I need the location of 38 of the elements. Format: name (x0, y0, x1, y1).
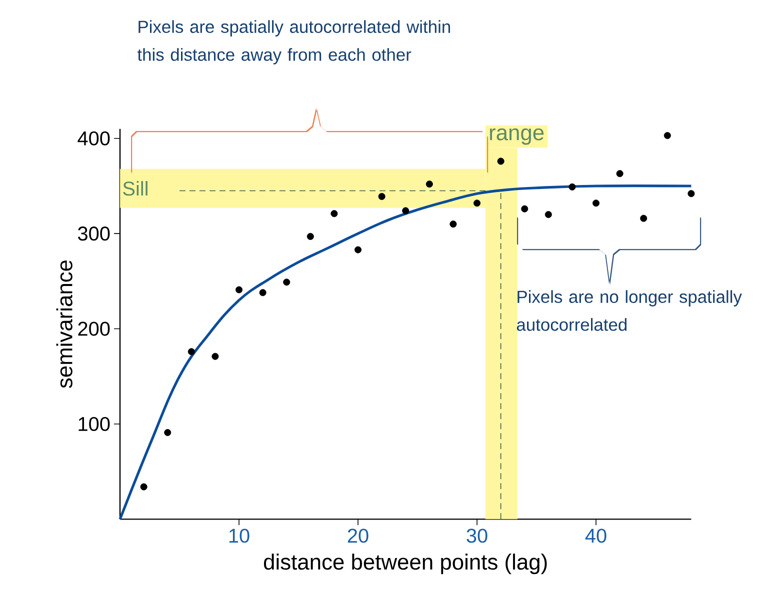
text: Pixels are spatially autocorrelated within this distance away from each other (137, 20, 450, 64)
point (616, 170, 624, 178)
point (592, 200, 600, 207)
point (521, 205, 528, 212)
point (283, 278, 290, 286)
point (402, 207, 410, 214)
point (450, 220, 457, 228)
band-label: Sill (123, 181, 148, 196)
point (330, 210, 338, 218)
x-axis-title: distance between points (lag) (264, 554, 547, 574)
point (474, 200, 481, 207)
y-tick-label: 200 (78, 322, 110, 336)
point (306, 232, 314, 240)
y-tick-label: 400 (78, 131, 110, 146)
point (688, 190, 695, 198)
band-label: range (490, 128, 544, 145)
y-tick-label: 300 (78, 226, 110, 241)
x-tick-label: 20 (348, 528, 368, 543)
point (426, 180, 433, 188)
point (140, 483, 148, 490)
point (664, 132, 671, 140)
point (640, 214, 648, 222)
y-tick-label: 100 (78, 416, 110, 432)
point (378, 192, 386, 200)
point (544, 211, 552, 218)
x-tick-label: 30 (466, 528, 488, 543)
point (164, 429, 172, 436)
y-axis-title: semivariance (56, 260, 72, 388)
point (188, 348, 195, 356)
point (568, 183, 576, 190)
x-tick-label: 40 (585, 528, 606, 543)
annotation: Pixels are no longer spatially autocorrelated (516, 290, 742, 331)
x-tick-label: 10 (229, 528, 250, 543)
point (354, 246, 362, 254)
point (259, 289, 266, 296)
point (497, 158, 504, 165)
point (236, 286, 243, 294)
point (212, 352, 219, 360)
